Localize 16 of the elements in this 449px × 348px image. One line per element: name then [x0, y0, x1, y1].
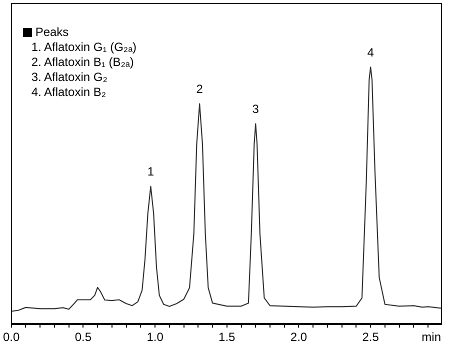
annotation: 2	[196, 82, 204, 96]
text: Peaks	[35, 25, 69, 39]
x-axis-title: min	[422, 330, 441, 344]
annotation: 4. Aflatoxin B₂	[30, 85, 108, 100]
x-tick-label: 1.0	[146, 330, 164, 344]
annotation: 3. Aflatoxin G₂	[30, 70, 108, 85]
annotation: 1	[147, 164, 154, 179]
annotation: 3	[252, 102, 260, 116]
x-tick-label: 1.5	[218, 330, 236, 344]
annotation: 2. Aflatoxin B₁ (B₂ₐ)	[30, 55, 135, 70]
text: 1. Aflatoxin G₁ (G₂ₐ)	[30, 40, 137, 55]
x-tick-label: 2.0	[290, 330, 308, 344]
x-tick-label: 2.5	[362, 330, 380, 344]
x-tick-label: 0.5	[74, 330, 92, 344]
x-tick-label: 0.0	[2, 330, 20, 344]
annotation: 4	[367, 45, 374, 60]
